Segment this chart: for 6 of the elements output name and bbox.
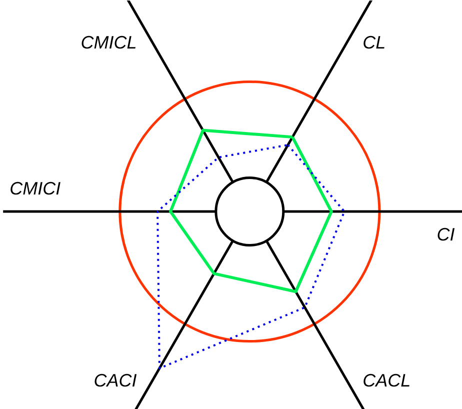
spoke-label: CACI (94, 370, 137, 391)
spoke-label: CMICI (10, 178, 61, 198)
spoke-label: CL (362, 32, 386, 52)
spoke-label: CACL (362, 370, 411, 391)
spoke-label: CI (436, 224, 455, 245)
spoke-label: CMICL (80, 32, 137, 52)
